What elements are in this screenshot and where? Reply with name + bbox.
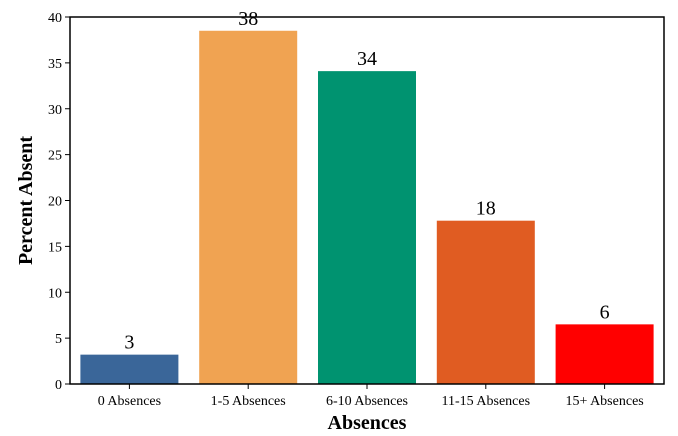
x-axis-ticks: 0 Absences 1-5 Absences 6-10 Absences 11-15… [98,384,644,409]
bar-4 [436,220,535,384]
plot-area-frame [69,16,665,385]
data-labels-group: 3 38 34 18 6 [124,8,609,354]
x-axis-title: Absences [328,412,407,434]
data-label: 3 [124,332,134,354]
bar-2 [199,30,298,384]
y-tick-label: 10 [48,286,62,301]
bar-5 [555,324,654,384]
y-tick-label: 0 [55,378,62,393]
x-tick-label: 1-5 Absences [211,394,286,409]
y-tick-label: 25 [48,149,62,164]
bar-1 [80,354,179,384]
x-tick-label: 15+ Absences [565,394,643,409]
x-tick-label: 6-10 Absences [326,394,408,409]
bars-group [80,30,654,384]
x-tick-label: 0 Absences [98,394,161,409]
y-tick-label: 30 [48,103,62,118]
bar-3 [318,71,416,384]
y-tick-label: 15 [48,240,62,255]
y-axis-title: Percent Absent [15,136,37,265]
data-label: 18 [476,198,496,220]
data-label: 34 [357,48,377,70]
y-tick-label: 20 [48,195,62,210]
x-tick-label: 11-15 Absences [442,394,531,409]
y-axis-ticks: 0 5 10 15 20 25 30 35 40 [48,11,70,393]
y-tick-label: 5 [55,332,62,347]
data-label: 38 [238,8,258,30]
y-tick-label: 40 [48,11,62,26]
data-label: 6 [600,301,610,323]
y-tick-label: 35 [48,57,62,72]
